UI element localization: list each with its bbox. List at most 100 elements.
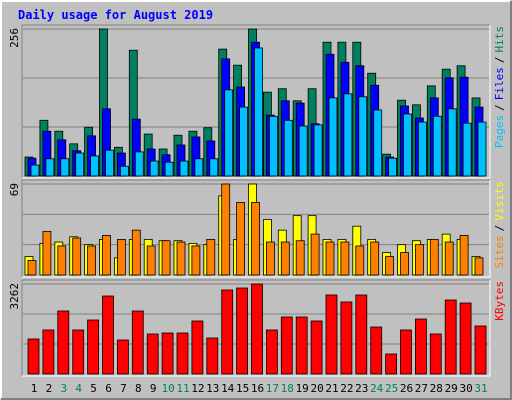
bar [146, 245, 156, 276]
bar [221, 183, 231, 276]
bar [355, 245, 365, 276]
legend: Pages / Files / Hits [493, 26, 506, 148]
x-tick-label: 12 [191, 382, 204, 395]
bar [313, 124, 323, 177]
x-tick-label: 3 [60, 382, 67, 395]
legend-entry: Files [493, 67, 506, 100]
bar [474, 325, 487, 375]
bar [149, 160, 159, 177]
x-tick-label: 16 [251, 382, 264, 395]
legend-entry: KBytes [493, 281, 506, 321]
x-tick-label: 11 [176, 382, 189, 395]
bar [254, 47, 263, 177]
bar [75, 152, 85, 177]
plot-bevel-light [22, 25, 491, 179]
legend-separator: / [493, 104, 506, 111]
x-tick-label: 10 [161, 382, 174, 395]
x-tick-label: 23 [355, 382, 368, 395]
bar [176, 332, 189, 375]
legend-separator: / [493, 57, 506, 64]
x-tick-label: 1 [31, 382, 38, 395]
bar [459, 235, 469, 276]
bar [117, 339, 129, 375]
bar [251, 202, 260, 276]
bar [221, 289, 234, 375]
legend-entry: Hits [493, 26, 506, 53]
x-tick-label: 26 [400, 382, 413, 395]
bar [206, 337, 219, 375]
bar [388, 157, 398, 177]
x-tick-label: 21 [325, 382, 338, 395]
bar [131, 310, 144, 375]
legend-entry: Pages [493, 115, 506, 148]
bar [191, 320, 204, 375]
bar [370, 326, 383, 375]
bar [164, 161, 174, 177]
x-tick-label: 25 [385, 382, 398, 395]
x-tick-label: 22 [340, 382, 353, 395]
bar [477, 121, 487, 177]
bar [280, 316, 293, 375]
x-tick-label: 30 [459, 382, 472, 395]
bar [27, 338, 40, 375]
bar [45, 158, 55, 177]
bar [343, 93, 353, 177]
bar [176, 241, 186, 276]
chart-title: Daily usage for August 2019 [18, 8, 213, 22]
bar [283, 119, 293, 177]
bar [298, 125, 308, 177]
bar [432, 115, 442, 177]
y-tick-label: 256 [8, 28, 21, 48]
bar [239, 106, 249, 177]
bar [27, 260, 37, 276]
bar [370, 241, 380, 276]
bar [268, 115, 278, 177]
plot-bevel-dark [21, 179, 490, 277]
x-tick-label: 2 [46, 382, 53, 395]
bar [105, 149, 114, 177]
x-tick-label: 17 [266, 382, 279, 395]
legend-entry: Visits [493, 181, 506, 221]
bar [280, 241, 290, 276]
bar [161, 332, 174, 375]
bar [295, 316, 308, 375]
x-tick-label: 6 [105, 382, 112, 395]
bar [72, 329, 85, 375]
bar [429, 333, 442, 375]
bar [179, 160, 189, 177]
legend-separator: / [493, 225, 506, 232]
bar [102, 295, 114, 375]
bar [340, 241, 350, 276]
bar [325, 294, 338, 375]
bar [385, 256, 395, 276]
plot-bevel-dark [21, 279, 490, 376]
y-tick-label: 69 [8, 183, 21, 196]
x-tick-label: 4 [75, 382, 82, 395]
x-tick-label: 31 [474, 382, 487, 395]
x-tick-label: 18 [281, 382, 294, 395]
bar [206, 238, 216, 276]
bar [414, 318, 427, 375]
legend: Sites / Visits [493, 181, 506, 269]
x-tick-label: 24 [370, 382, 384, 395]
bar [414, 244, 424, 276]
bar [194, 158, 204, 177]
bar [57, 245, 67, 276]
bar [325, 241, 335, 276]
bar [400, 252, 409, 276]
bar [310, 320, 323, 375]
bar [355, 294, 368, 375]
bar [385, 353, 398, 375]
bar [146, 333, 159, 375]
bar [134, 151, 144, 177]
bar [87, 319, 99, 375]
x-tick-label: 20 [310, 382, 323, 395]
plot-bevel-light [22, 180, 491, 278]
plot-bevel-dark [21, 24, 490, 178]
bar [373, 109, 383, 177]
x-tick-label: 8 [135, 382, 142, 395]
x-tick-label: 5 [90, 382, 97, 395]
bar [236, 202, 246, 276]
